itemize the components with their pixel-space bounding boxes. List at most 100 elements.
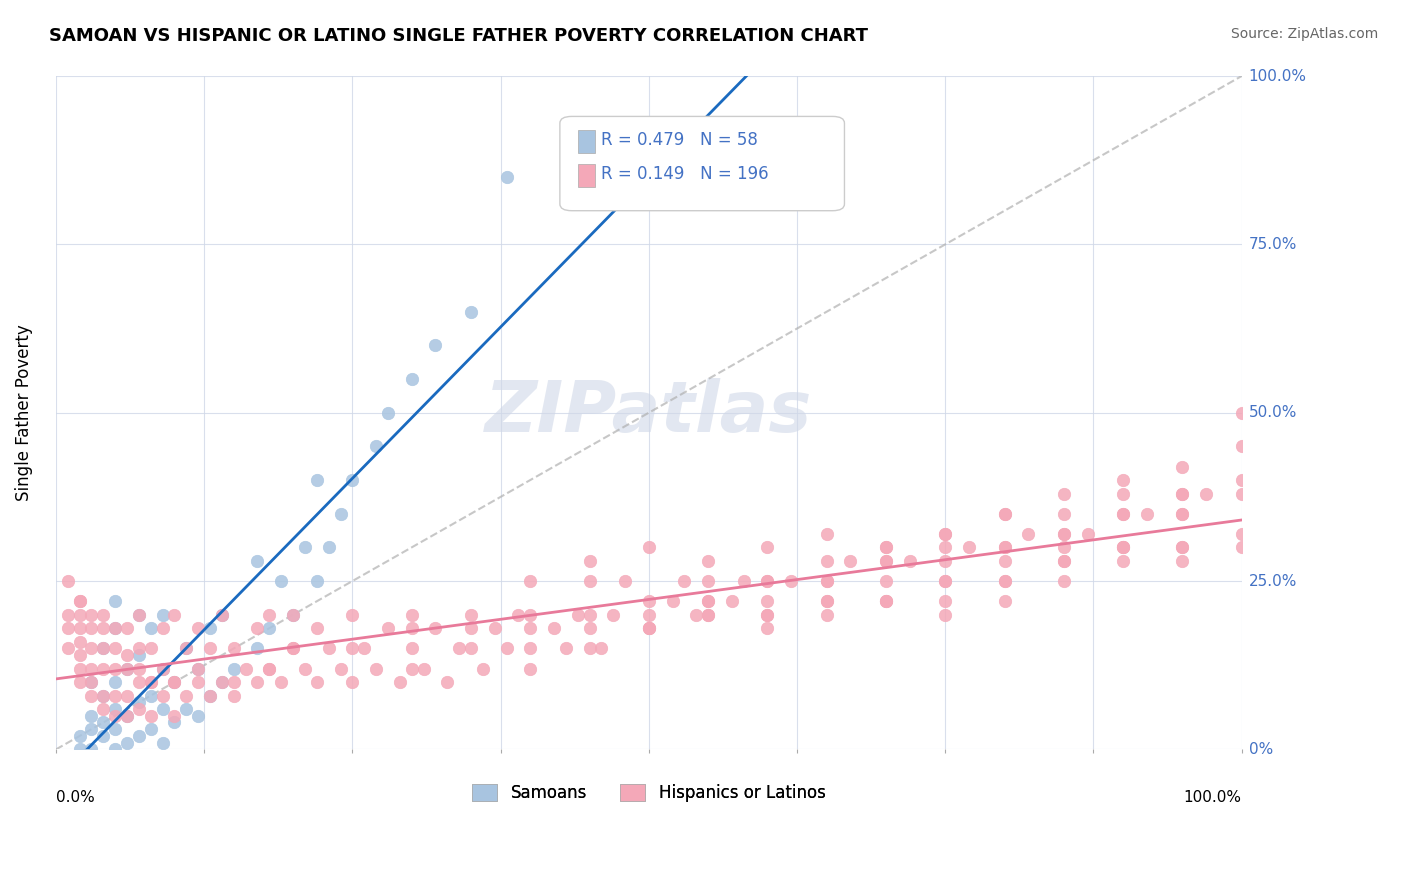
- Point: [152, 689, 174, 703]
- Point: [436, 675, 458, 690]
- Point: [104, 662, 127, 676]
- Point: [815, 574, 838, 588]
- Point: [104, 675, 127, 690]
- Point: [128, 648, 150, 662]
- Point: [104, 621, 127, 635]
- Point: [1171, 507, 1194, 521]
- Point: [69, 634, 91, 648]
- Point: [176, 641, 198, 656]
- Text: 0.0%: 0.0%: [56, 789, 94, 805]
- Point: [305, 675, 328, 690]
- Point: [993, 574, 1015, 588]
- Point: [318, 541, 340, 555]
- Point: [80, 742, 103, 756]
- Point: [163, 675, 186, 690]
- Point: [93, 702, 115, 716]
- Point: [115, 648, 138, 662]
- Point: [1171, 486, 1194, 500]
- Point: [152, 736, 174, 750]
- Point: [115, 662, 138, 676]
- Point: [934, 607, 956, 622]
- Point: [69, 742, 91, 756]
- Point: [484, 621, 506, 635]
- Point: [401, 621, 423, 635]
- Point: [673, 574, 696, 588]
- Point: [198, 621, 221, 635]
- Point: [993, 594, 1015, 608]
- Point: [957, 541, 980, 555]
- Point: [104, 641, 127, 656]
- Point: [1112, 541, 1135, 555]
- Point: [305, 574, 328, 588]
- Point: [1230, 439, 1253, 453]
- Point: [80, 675, 103, 690]
- Point: [69, 662, 91, 676]
- Point: [56, 641, 79, 656]
- Point: [80, 708, 103, 723]
- Point: [1053, 574, 1076, 588]
- Point: [1112, 507, 1135, 521]
- Point: [1112, 486, 1135, 500]
- Point: [508, 607, 530, 622]
- Point: [198, 689, 221, 703]
- Point: [460, 641, 482, 656]
- Point: [246, 641, 269, 656]
- Point: [104, 708, 127, 723]
- Point: [93, 689, 115, 703]
- Point: [993, 554, 1015, 568]
- Point: [342, 641, 364, 656]
- Point: [993, 574, 1015, 588]
- Point: [187, 708, 209, 723]
- Point: [685, 607, 707, 622]
- Point: [364, 439, 387, 453]
- Point: [1171, 554, 1194, 568]
- Point: [198, 689, 221, 703]
- Point: [80, 689, 103, 703]
- Point: [1053, 554, 1076, 568]
- Point: [993, 507, 1015, 521]
- Point: [756, 621, 779, 635]
- Point: [554, 641, 576, 656]
- Text: Source: ZipAtlas.com: Source: ZipAtlas.com: [1230, 27, 1378, 41]
- Point: [697, 594, 720, 608]
- Point: [614, 574, 637, 588]
- Point: [56, 621, 79, 635]
- Point: [152, 662, 174, 676]
- Point: [519, 641, 541, 656]
- Point: [756, 574, 779, 588]
- Point: [1112, 507, 1135, 521]
- Point: [69, 675, 91, 690]
- Point: [1053, 554, 1076, 568]
- Point: [246, 621, 269, 635]
- Point: [128, 607, 150, 622]
- Point: [1053, 507, 1076, 521]
- Bar: [578, 130, 596, 153]
- Point: [756, 541, 779, 555]
- Point: [1053, 541, 1076, 555]
- Point: [259, 662, 281, 676]
- Text: 100.0%: 100.0%: [1249, 69, 1306, 84]
- Point: [115, 736, 138, 750]
- Point: [139, 708, 162, 723]
- Point: [720, 594, 742, 608]
- Text: 0%: 0%: [1249, 742, 1272, 757]
- Point: [934, 541, 956, 555]
- Point: [259, 662, 281, 676]
- Point: [401, 372, 423, 386]
- Point: [578, 607, 600, 622]
- Point: [519, 607, 541, 622]
- Point: [80, 607, 103, 622]
- Text: 75.0%: 75.0%: [1249, 237, 1296, 252]
- Point: [259, 607, 281, 622]
- Point: [815, 574, 838, 588]
- Point: [270, 675, 292, 690]
- Point: [56, 574, 79, 588]
- Point: [80, 675, 103, 690]
- Point: [163, 708, 186, 723]
- Point: [342, 675, 364, 690]
- Point: [93, 641, 115, 656]
- Point: [152, 702, 174, 716]
- Point: [93, 641, 115, 656]
- Point: [115, 708, 138, 723]
- Point: [69, 621, 91, 635]
